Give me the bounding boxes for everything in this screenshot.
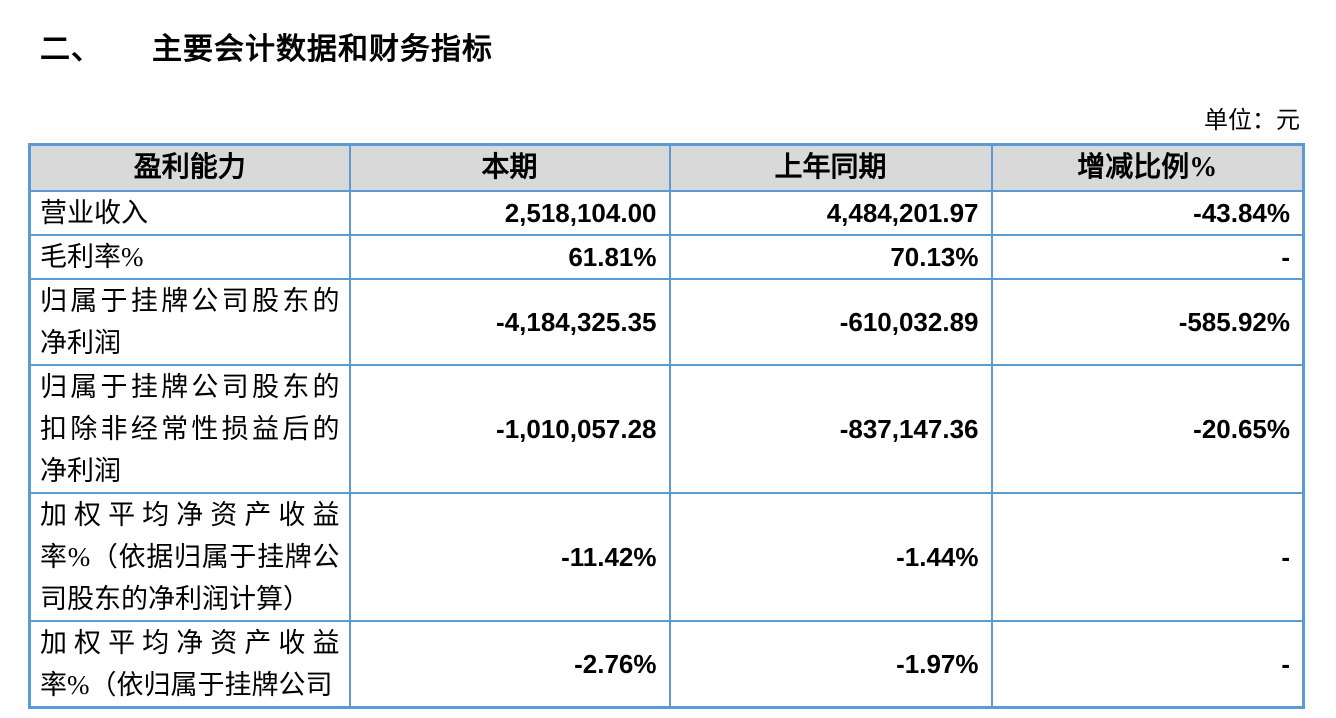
financial-indicators-table: 盈利能力 本期 上年同期 增减比例% 营业收入 2,518,104.00 4,484… [28, 143, 1305, 709]
table-row: 归属于挂牌公司股东的 扣除非经常性损益后的 净利润 -1,010,057.28 -837… [28, 364, 1305, 494]
row-label: 加权平均净资产收益 率%（依归属于挂牌公司 [28, 620, 351, 709]
row-label-line: 营业收入 [40, 198, 148, 228]
row-label: 加权平均净资产收益 率%（依据归属于挂牌公 司股东的净利润计算） [28, 492, 351, 622]
row-current-value: 2,518,104.00 [348, 190, 671, 236]
row-label-line: 归属于挂牌公司股东的 [40, 286, 340, 316]
row-change-value: - [990, 620, 1305, 709]
row-label-line: 司股东的净利润计算） [40, 584, 310, 614]
row-label-line: 率%（依据归属于挂牌公 [40, 542, 340, 572]
unit-label: 单位：元 [1204, 108, 1300, 134]
header-profitability: 盈利能力 [28, 143, 351, 192]
table-row: 归属于挂牌公司股东的 净利润 -4,184,325.35 -610,032.89 -58… [28, 278, 1305, 366]
table-body: 营业收入 2,518,104.00 4,484,201.97 -43.84% 毛利率% 6… [28, 190, 1305, 709]
table-row: 加权平均净资产收益 率%（依归属于挂牌公司 -2.76% -1.97% - [28, 620, 1305, 709]
row-current-value: -11.42% [348, 492, 671, 622]
table-row: 毛利率% 61.81% 70.13% - [28, 234, 1305, 280]
row-label-line: 加权平均净资产收益 [40, 500, 340, 530]
row-label-line: 毛利率% [40, 242, 144, 272]
table-row: 营业收入 2,518,104.00 4,484,201.97 -43.84% [28, 190, 1305, 236]
row-label-line: 归属于挂牌公司股东的 [40, 372, 340, 402]
row-prior-value: -837,147.36 [668, 364, 993, 494]
row-label-line: 净利润 [40, 328, 121, 358]
row-label: 营业收入 [28, 190, 351, 236]
row-prior-value: -610,032.89 [668, 278, 993, 366]
row-label: 归属于挂牌公司股东的 净利润 [28, 278, 351, 366]
row-label-line: 扣除非经常性损益后的 [40, 414, 340, 444]
row-label-line: 率%（依归属于挂牌公司 [40, 670, 333, 700]
section-title-text: 主要会计数据和财务指标 [152, 33, 493, 66]
row-change-value: - [990, 492, 1305, 622]
row-label: 归属于挂牌公司股东的 扣除非经常性损益后的 净利润 [28, 364, 351, 494]
row-current-value: -2.76% [348, 620, 671, 709]
row-label-line: 加权平均净资产收益 [40, 628, 340, 658]
header-prior-period: 上年同期 [668, 143, 993, 192]
section-title: 二、 主要会计数据和财务指标 [40, 24, 1336, 68]
row-change-value: - [990, 234, 1305, 280]
row-change-value: -43.84% [990, 190, 1305, 236]
row-label-line: 净利润 [40, 456, 121, 486]
row-change-value: -20.65% [990, 364, 1305, 494]
row-prior-value: -1.44% [668, 492, 993, 622]
row-current-value: -1,010,057.28 [348, 364, 671, 494]
row-change-value: -585.92% [990, 278, 1305, 366]
row-current-value: -4,184,325.35 [348, 278, 671, 366]
row-current-value: 61.81% [348, 234, 671, 280]
table-row: 加权平均净资产收益 率%（依据归属于挂牌公 司股东的净利润计算） -11.42% -1.… [28, 492, 1305, 622]
header-current-period: 本期 [348, 143, 671, 192]
table-header: 盈利能力 本期 上年同期 增减比例% [28, 143, 1305, 192]
table-header-row: 盈利能力 本期 上年同期 增减比例% [28, 143, 1305, 192]
row-prior-value: 70.13% [668, 234, 993, 280]
row-label: 毛利率% [28, 234, 351, 280]
header-change-ratio: 增减比例% [990, 143, 1305, 192]
section-number: 二、 [40, 33, 102, 66]
row-prior-value: -1.97% [668, 620, 993, 709]
row-prior-value: 4,484,201.97 [668, 190, 993, 236]
